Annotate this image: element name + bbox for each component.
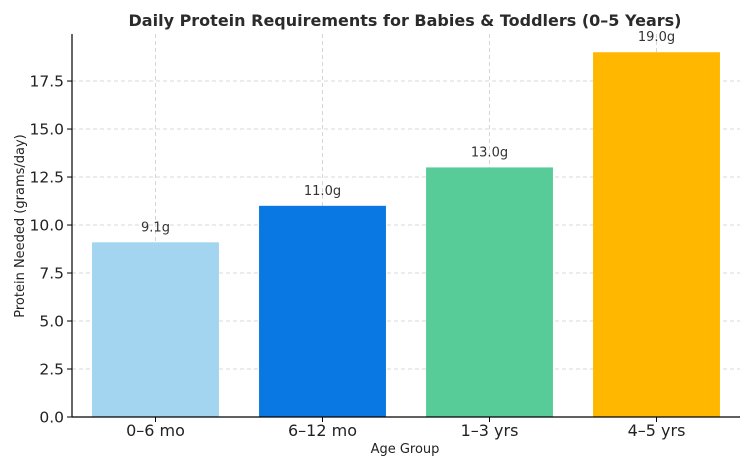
y-tick-label: 7.5 [39,265,64,283]
x-axis-label: Age Group [371,442,440,457]
y-tick-label: 0.0 [39,409,64,427]
bar-layer [92,52,720,417]
chart-title: Daily Protein Requirements for Babies & … [129,11,682,30]
x-tick-label: 0–6 mo [126,421,185,440]
data-label: 13.0g [471,145,508,160]
y-tick-label: 10.0 [29,217,64,235]
y-tick-label: 17.5 [29,73,64,91]
y-tick-label: 12.5 [29,169,64,187]
data-label: 9.1g [141,220,170,235]
label-layer: 9.1g 11.0g 13.0g 19.0g [141,30,675,235]
y-tick-label: 2.5 [39,361,64,379]
bar [92,242,219,417]
y-axis-label: Protein Needed (grams/day) [13,134,28,318]
data-label: 19.0g [638,30,675,45]
x-tick-label: 4–5 yrs [628,421,686,440]
data-label: 11.0g [304,184,341,199]
y-tick-label: 5.0 [39,313,64,331]
bar [426,167,553,417]
bar [593,52,720,417]
x-tick-label: 1–3 yrs [461,421,519,440]
x-tick-label: 6–12 mo [288,421,357,440]
bar [259,205,386,417]
tick-layer: 0.0 2.5 5.0 7.5 10.0 12.5 15.0 17.5 0–6 mo 6–12 m… [29,73,685,440]
y-tick-label: 15.0 [29,121,64,139]
